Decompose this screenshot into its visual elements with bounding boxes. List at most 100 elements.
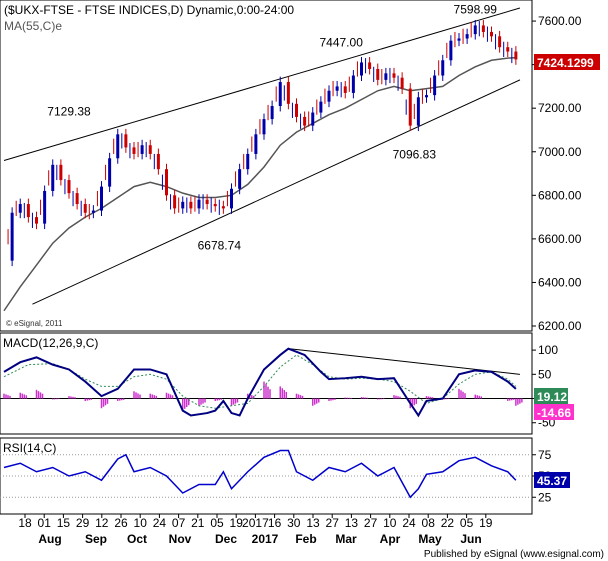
- y-tick-label: 6200.00: [538, 319, 582, 333]
- x-day-label: 26: [114, 516, 128, 530]
- price-body: [351, 75, 355, 93]
- x-day-label: 05: [460, 516, 474, 530]
- price-body: [449, 40, 453, 61]
- price-body: [286, 82, 290, 104]
- y-tick-label: 6800.00: [538, 188, 582, 202]
- price-body: [18, 204, 22, 213]
- price-body: [108, 158, 112, 187]
- price-body: [335, 86, 339, 91]
- x-day-label: 15: [57, 516, 71, 530]
- price-body: [425, 95, 428, 98]
- price-body: [400, 77, 404, 89]
- x-month-label: Oct: [127, 532, 147, 546]
- price-body: [213, 204, 217, 207]
- price-body: [116, 134, 120, 159]
- x-day-label: 24: [153, 516, 167, 530]
- x-day-label: 2017: [242, 516, 269, 530]
- price-body: [205, 199, 209, 205]
- price-body: [10, 212, 14, 261]
- macd-label: MACD(12,26,9,C): [3, 336, 98, 350]
- price-body: [238, 169, 242, 189]
- x-axis: 18 01 15 29 12 26 10 24 07 21 05 19 2017 16 30 13 27 13 27…: [18, 514, 493, 546]
- price-body: [230, 188, 233, 209]
- x-day-label: 13: [345, 516, 359, 530]
- price-body: [189, 201, 193, 209]
- price-body: [132, 147, 136, 154]
- x-day-label: 24: [402, 516, 416, 530]
- x-day-label: 19: [479, 516, 493, 530]
- x-day-label: 13: [306, 516, 320, 530]
- price-body: [278, 82, 282, 107]
- x-day-label: 22: [441, 516, 455, 530]
- macd-value-box: 19.12: [534, 388, 568, 404]
- y-tick-label: 7600.00: [538, 14, 582, 28]
- price-body: [416, 97, 420, 126]
- x-month-label: 2017: [252, 532, 279, 546]
- rsi-label: RSI(14,C): [3, 441, 56, 455]
- x-day-label: 01: [38, 516, 52, 530]
- macd-value: 19.12: [537, 390, 567, 404]
- x-day-label: 16: [268, 516, 282, 530]
- x-day-label: 18: [18, 516, 32, 530]
- price-body: [124, 134, 128, 148]
- macd-line: [3, 347, 517, 418]
- price-body: [221, 206, 225, 209]
- x-day-label: 21: [191, 516, 205, 530]
- macd-panel: MACD(12,26,9,C): [0, 332, 533, 435]
- price-body: [43, 190, 47, 224]
- price-body: [51, 164, 55, 191]
- x-day-label: 27: [364, 516, 378, 530]
- price-body: [498, 36, 502, 48]
- rsi-line: [3, 449, 517, 499]
- price-body: [465, 34, 469, 39]
- chart-title: ($UKX-FTSE - FTSE INDICES,D) Dynamic,0:0…: [4, 3, 294, 17]
- price-body: [59, 164, 63, 181]
- price-body: [197, 199, 201, 209]
- price-body: [156, 153, 160, 170]
- price-body: [343, 86, 347, 93]
- price-body: [360, 62, 363, 76]
- x-day-label: 29: [76, 516, 90, 530]
- rsi-panel: RSI(14,C): [0, 437, 533, 515]
- last-price-label: 7424.1299: [537, 56, 594, 70]
- price-body: [83, 204, 87, 213]
- price-body: [327, 90, 331, 102]
- price-body: [254, 134, 258, 154]
- signal-value: -14.66: [537, 406, 571, 420]
- price-body: [100, 186, 103, 211]
- price-body: [392, 73, 396, 78]
- x-day-label: 12: [95, 516, 109, 530]
- price-annotation: 7598.99: [454, 2, 498, 16]
- price-annotation: 6678.74: [198, 239, 242, 253]
- x-month-label: Feb: [295, 532, 316, 546]
- x-day-label: 07: [172, 516, 186, 530]
- price-body: [319, 101, 323, 113]
- x-day-label: 05: [210, 516, 224, 530]
- price-body: [75, 193, 79, 205]
- y-tick-label: 6600.00: [538, 232, 582, 246]
- price-annotation: 7129.38: [47, 105, 91, 119]
- x-month-label: Mar: [335, 532, 357, 546]
- x-month-label: Aug: [38, 532, 61, 546]
- price-body: [181, 201, 185, 209]
- price-body: [384, 73, 388, 80]
- price-body: [26, 204, 30, 218]
- y-tick-label: 6400.00: [538, 275, 582, 289]
- ma-label: MA(55,C)e: [4, 19, 62, 33]
- price-body: [173, 195, 177, 209]
- signal-value-box: -14.66: [534, 404, 574, 420]
- channel-line-upper: [3, 7, 521, 161]
- price-body: [457, 38, 461, 41]
- price-body: [473, 25, 477, 35]
- x-day-label: 30: [287, 516, 301, 530]
- price-body: [311, 112, 315, 126]
- price-panel: 7129.38 7447.00 7598.99 6678.74 7096.83 ($UK…: [0, 0, 533, 332]
- price-body: [262, 119, 266, 135]
- price-body: [91, 210, 95, 213]
- x-day-label: 08: [422, 516, 436, 530]
- ma-line: [3, 56, 516, 312]
- price-body: [433, 75, 437, 96]
- x-month-label: May: [418, 532, 442, 546]
- price-body: [165, 169, 168, 196]
